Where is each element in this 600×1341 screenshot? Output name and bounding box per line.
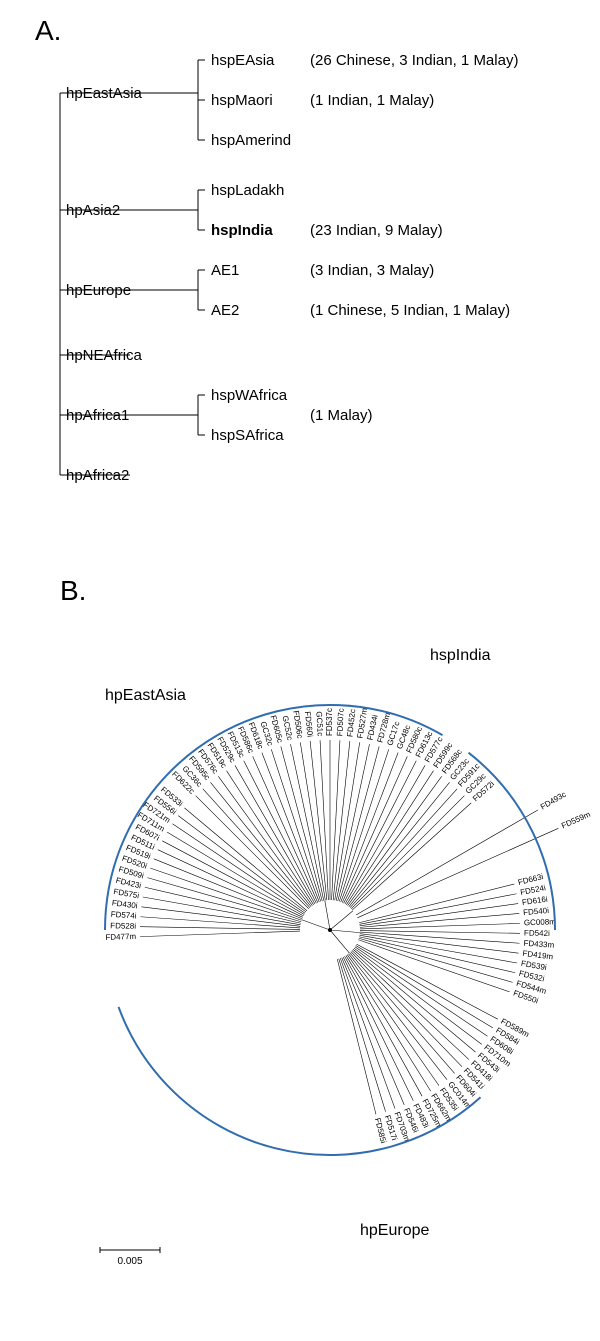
phylo-tip-label: GC51c [314,711,324,736]
phylo-tip-label: FD542i [524,928,550,937]
internal-node-label: hpNEAfrica [66,347,143,364]
panel-b-label: B. [60,575,86,606]
leaf-node-label: hspWAfrica [211,387,288,404]
phylo-tip-label: FD430i [111,898,138,910]
internal-node-label: hpEurope [66,282,131,299]
phylo-tip-label: FD507c [335,708,345,736]
phylo-tip-label: FD433m [523,939,555,950]
panel-a-label: A. [35,15,61,46]
leaf-count-label: (23 Indian, 9 Malay) [310,222,443,239]
leaf-count-label: (26 Chinese, 3 Indian, 1 Malay) [310,52,518,69]
group-count-label: (1 Malay) [310,407,373,424]
phylo-tip-label: FD528i [110,921,136,930]
leaf-node-label: AE2 [211,302,239,319]
leaf-node-label: hspIndia [211,222,273,239]
leaf-count-label: (1 Indian, 1 Malay) [310,92,434,109]
leaf-node-label: hspSAfrica [211,427,284,444]
leaf-count-label: (3 Indian, 3 Malay) [310,262,434,279]
phylo-tip-label: FD616i [521,895,548,908]
cluster-label: hpEastAsia [105,687,186,704]
leaf-node-label: hspEAsia [211,52,275,69]
internal-node-label: hpAfrica2 [66,467,129,484]
leaf-node-label: AE1 [211,262,239,279]
panel-a-tree: hpEastAsia hspEAsia (26 Chinese, 3 Indian,… [60,52,518,484]
scale-label: 0.005 [117,1256,142,1267]
internal-node-label: hpEastAsia [66,85,143,102]
leaf-node-label: hspLadakh [211,182,284,199]
phylo-tip-label: FD493c [539,790,568,812]
cluster-label: hspIndia [430,647,491,664]
phylo-tip-label: FD477m [105,932,136,942]
phylo-tip-label: GC008m [524,917,557,927]
phylo-tip-label: FD559m [560,810,592,831]
leaf-node-label: hspMaori [211,92,273,109]
phylo-tip-label: FD537c [325,708,334,736]
phylo-tip-label: FD574i [110,910,137,921]
leaf-node-label: hspAmerind [211,132,291,149]
internal-node-label: hpAsia2 [66,202,120,219]
phylo-tip-label: FD540i [523,906,550,917]
cluster-label: hpEurope [360,1222,429,1239]
cluster-arc [119,1007,481,1155]
leaf-count-label: (1 Chinese, 5 Indian, 1 Malay) [310,302,510,319]
panel-b-tree: FD477mFD528iFD574iFD430iFD575iFD423iFD50… [100,647,592,1267]
internal-node-label: hpAfrica1 [66,407,129,424]
